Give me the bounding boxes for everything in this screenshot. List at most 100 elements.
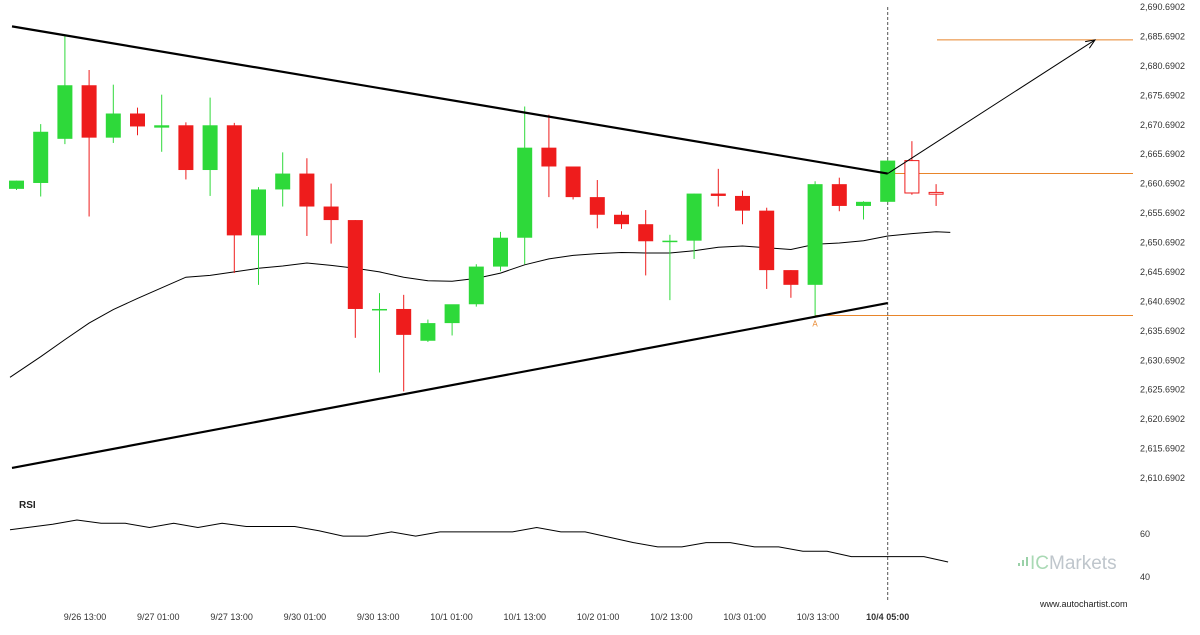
candle xyxy=(372,293,387,373)
website-link[interactable]: www.autochartist.com xyxy=(1039,599,1128,609)
candle xyxy=(928,184,944,206)
candle xyxy=(735,190,750,225)
candle-body xyxy=(686,193,702,241)
x-tick-label: 10/1 01:00 xyxy=(430,612,473,622)
candle-body xyxy=(178,125,194,171)
y-tick-label: 2,690.6902 xyxy=(1140,2,1185,12)
candle xyxy=(251,187,266,285)
candle-body xyxy=(251,189,266,236)
candle xyxy=(807,181,823,316)
candle xyxy=(831,177,847,212)
candle xyxy=(710,168,726,207)
candle-body xyxy=(662,240,678,243)
branding: ICMarkets www.autochartist.com xyxy=(1018,553,1128,609)
candle-body xyxy=(541,147,557,167)
y-tick-label: 2,630.6902 xyxy=(1140,355,1185,365)
rsi-tick-label: 40 xyxy=(1140,572,1150,582)
candle xyxy=(33,124,49,197)
broker-logo-main: Markets xyxy=(1049,553,1117,574)
candle-body xyxy=(928,191,944,195)
candle-body xyxy=(420,323,436,341)
candle-body xyxy=(299,173,315,207)
candle-body xyxy=(347,220,363,309)
y-tick-label: 2,635.6902 xyxy=(1140,326,1185,336)
y-tick-label: 2,660.6902 xyxy=(1140,179,1185,189)
candle xyxy=(686,193,702,259)
resistance-trendline xyxy=(11,25,888,175)
x-tick-label: 10/3 01:00 xyxy=(723,612,766,622)
candle xyxy=(130,107,145,136)
support-trendline xyxy=(11,302,888,470)
pattern-levels: A xyxy=(812,39,1133,328)
x-tick-label: 9/27 13:00 xyxy=(210,612,253,622)
candle-body xyxy=(638,224,654,242)
candle-body xyxy=(226,125,242,236)
candle xyxy=(154,94,170,152)
projection-arrow xyxy=(887,39,1096,174)
x-tick-label: 9/26 13:00 xyxy=(64,612,107,622)
candle-body xyxy=(444,304,460,324)
y-tick-label: 2,650.6902 xyxy=(1140,238,1185,248)
y-tick-label: 2,620.6902 xyxy=(1140,414,1185,424)
candle-body xyxy=(565,166,581,198)
candle-body xyxy=(57,85,73,139)
candle xyxy=(468,264,484,307)
candle-body xyxy=(130,113,145,127)
y-tick-label: 2,675.6902 xyxy=(1140,90,1185,100)
candle-body xyxy=(33,131,49,183)
moving-average-layer xyxy=(9,231,951,378)
moving-average-line xyxy=(9,231,951,378)
candle xyxy=(105,84,121,143)
candle-body xyxy=(493,237,508,267)
y-tick-label: 2,610.6902 xyxy=(1140,473,1185,483)
candle-body xyxy=(735,195,750,211)
candle-body xyxy=(396,308,412,335)
candle-body xyxy=(323,206,339,221)
y-tick-label: 2,670.6902 xyxy=(1140,120,1185,130)
x-tick-label: 9/30 13:00 xyxy=(357,612,400,622)
candle xyxy=(589,180,605,229)
candle xyxy=(638,210,654,276)
candle xyxy=(178,122,194,180)
y-tick-label: 2,665.6902 xyxy=(1140,149,1185,159)
x-tick-label: 10/1 13:00 xyxy=(504,612,547,622)
pattern-lines xyxy=(11,25,1097,470)
candle-body xyxy=(904,160,920,194)
candle xyxy=(347,220,363,338)
candle-body xyxy=(710,193,726,196)
rsi-line xyxy=(9,519,949,563)
candle xyxy=(783,270,799,298)
candle xyxy=(9,180,24,191)
candle-body xyxy=(783,270,799,285)
candle xyxy=(904,141,920,195)
y-tick-label: 2,655.6902 xyxy=(1140,208,1185,218)
candle-body xyxy=(9,180,24,189)
price-axis: 2,610.6902 2,615.6902 2,620.6902 2,625.6902… xyxy=(1140,2,1185,483)
pattern-point-label: A xyxy=(812,319,818,328)
candle xyxy=(81,69,97,217)
y-tick-label: 2,645.6902 xyxy=(1140,267,1185,277)
candle xyxy=(880,160,896,203)
candle xyxy=(444,304,460,336)
candle xyxy=(614,211,629,229)
candle xyxy=(541,114,557,198)
candle-body xyxy=(831,184,847,206)
broker-logo-prefix: IC xyxy=(1030,553,1049,574)
candle xyxy=(299,158,315,236)
candle xyxy=(226,122,242,274)
candle-body xyxy=(880,160,896,202)
candle-body xyxy=(468,266,484,305)
candle xyxy=(662,234,678,301)
broker-logo-icon xyxy=(1018,557,1028,566)
candle-body xyxy=(105,113,121,138)
candle xyxy=(396,294,412,392)
candle-body xyxy=(614,214,629,225)
rsi-label: RSI xyxy=(19,500,36,511)
candle-body xyxy=(589,197,605,215)
x-tick-label: 10/4 05:00 xyxy=(866,612,909,622)
x-tick-label: 10/3 13:00 xyxy=(797,612,840,622)
candle xyxy=(323,183,339,244)
candle-body xyxy=(856,201,871,206)
